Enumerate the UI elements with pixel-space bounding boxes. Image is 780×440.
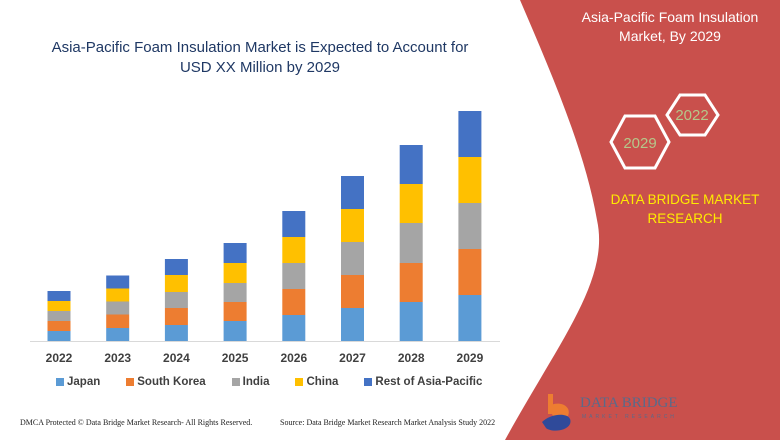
legend-swatch <box>364 378 373 386</box>
x-tick-label: 2029 <box>457 351 484 365</box>
legend-label: Rest of Asia-Pacific <box>375 376 483 388</box>
hexagon-2029 <box>609 114 671 170</box>
bar-segment-japan-2028 <box>399 302 423 341</box>
x-tick-label: 2027 <box>339 351 366 365</box>
bar-segment-india-2024 <box>164 292 188 308</box>
bar-segment-rest-of-asia-pacific-2022 <box>47 291 71 301</box>
bar-segment-south-korea-2022 <box>47 321 71 331</box>
footer-source: Source: Data Bridge Market Research Mark… <box>280 418 496 427</box>
bar-segment-india-2028 <box>399 223 423 263</box>
legend: Japan South Korea India China Rest of Asia-P… <box>56 376 508 388</box>
data-bridge-logo <box>542 394 571 431</box>
legend-swatch <box>295 378 304 386</box>
legend-item: China <box>295 376 338 388</box>
x-tick-label: 2026 <box>280 351 307 365</box>
legend-label: China <box>306 376 339 388</box>
bar-segment-china-2027 <box>341 209 364 242</box>
bar-segment-china-2029 <box>458 157 482 203</box>
bar-segment-china-2026 <box>282 237 306 263</box>
bar-segment-south-korea-2024 <box>164 308 188 325</box>
bar-segment-south-korea-2027 <box>341 275 364 308</box>
legend-item: India <box>231 376 270 388</box>
stacked-bar-chart: 2022 2023 2024 2025 2026 2027 2028 2029 <box>30 111 500 365</box>
bar-segment-india-2029 <box>458 203 482 249</box>
bar-segment-rest-of-asia-pacific-2023 <box>106 275 130 289</box>
legend-label: India <box>242 376 270 388</box>
x-tick-label: 2023 <box>104 351 131 365</box>
bar-segment-china-2025 <box>223 263 247 283</box>
bar-segment-india-2022 <box>47 311 71 321</box>
bar-segment-south-korea-2026 <box>282 289 306 315</box>
logo-subtext: MARKET RESEARCH <box>582 414 677 420</box>
bar-segment-china-2023 <box>106 288 130 302</box>
legend-label: Japan <box>67 376 101 388</box>
logo-text: DATA BRIDGE <box>580 395 678 411</box>
bar-segment-india-2027 <box>341 242 364 275</box>
hex-label-2029: 2029 <box>623 135 656 152</box>
x-tick-label: 2024 <box>163 351 190 365</box>
red-panel <box>505 0 780 440</box>
bar-segment-rest-of-asia-pacific-2029 <box>458 111 482 157</box>
x-tick-label: 2022 <box>46 351 73 365</box>
bar-segment-rest-of-asia-pacific-2024 <box>164 259 188 275</box>
bar-segment-japan-2023 <box>106 328 130 341</box>
brand-text: DATA BRIDGE MARKET RESEARCH <box>610 192 760 226</box>
legend-swatch <box>231 378 240 386</box>
legend-item: Japan <box>56 376 100 388</box>
bar-segment-japan-2025 <box>223 321 247 341</box>
legend-item: Rest of Asia-Pacific <box>364 376 482 388</box>
bar-segment-south-korea-2029 <box>458 249 482 295</box>
panel-title: Asia-Pacific Foam Insulation Market, By … <box>581 9 759 44</box>
x-tick-label: 2025 <box>222 351 249 365</box>
legend-item: South Korea <box>126 376 206 388</box>
bar-segment-rest-of-asia-pacific-2027 <box>341 176 364 209</box>
bar-segment-south-korea-2028 <box>399 263 423 302</box>
bar-segment-rest-of-asia-pacific-2028 <box>399 145 423 184</box>
hex-label-2022: 2022 <box>675 107 708 124</box>
legend-label: South Korea <box>137 376 206 388</box>
bar-segment-china-2028 <box>399 184 423 223</box>
bar-segment-india-2025 <box>223 283 247 302</box>
bar-segment-south-korea-2025 <box>223 302 247 321</box>
bar-segment-china-2022 <box>47 301 71 311</box>
chart-title: Asia-Pacific Foam Insulation Market is E… <box>51 39 469 76</box>
bar-segment-japan-2022 <box>47 331 71 341</box>
x-tick-label: 2028 <box>398 351 425 365</box>
legend-swatch <box>126 378 135 386</box>
bar-segment-rest-of-asia-pacific-2025 <box>223 243 247 263</box>
bar-segment-japan-2024 <box>164 325 188 341</box>
bar-segment-china-2024 <box>164 275 188 292</box>
bar-segment-japan-2027 <box>341 308 364 341</box>
bar-segment-japan-2026 <box>282 315 306 341</box>
bar-segment-india-2026 <box>282 263 306 289</box>
legend-swatch <box>56 378 64 386</box>
bar-segment-rest-of-asia-pacific-2026 <box>282 211 306 237</box>
bar-segment-south-korea-2023 <box>106 314 130 328</box>
bar-segment-japan-2029 <box>458 295 482 341</box>
bar-segment-india-2023 <box>106 301 130 315</box>
footer-copyright: DMCA Protected © Data Bridge Market Rese… <box>20 418 253 427</box>
hexagon-2022 <box>665 93 720 137</box>
